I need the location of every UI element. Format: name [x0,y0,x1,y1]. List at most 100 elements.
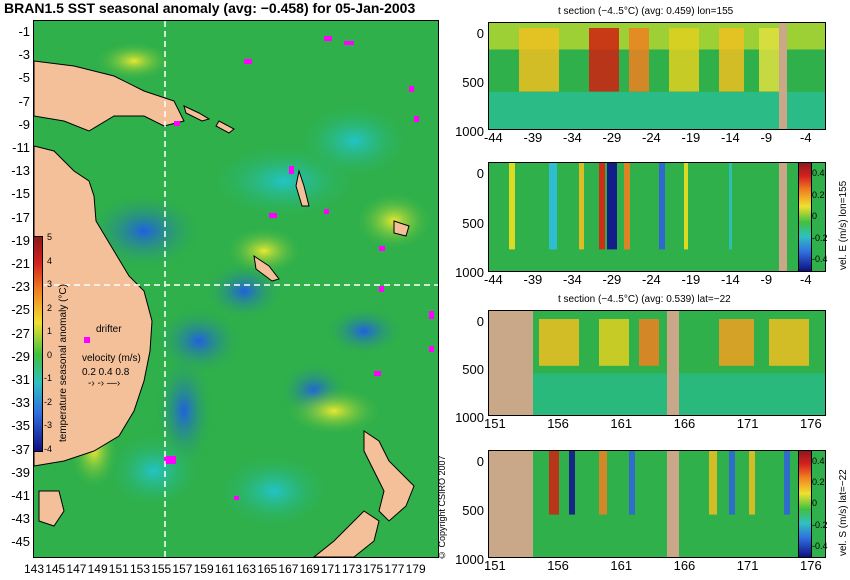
lon-tick-label: 177 [384,562,405,576]
section-band [599,163,605,250]
colorbar-tick-label: 1 [47,326,53,336]
section-title: t section (−4..5°C) (avg: 0.539) lat=−22 [558,294,731,305]
new-zealand-north [363,430,415,522]
colorbar-tick-label: -3 [44,420,53,430]
lon-tick-label: 161 [214,562,235,576]
new-caledonia [253,254,280,282]
colorbar-tick-label: -1 [44,373,53,383]
section-band [779,23,787,129]
anomaly-field [69,41,434,531]
section-colorbar-tick: 0.4 [812,456,825,466]
section-y-tick: 0 [476,314,484,329]
lat-tick-label: -25 [11,302,30,318]
section-x-tick: -29 [602,272,622,287]
section-band [489,91,825,129]
lat-tick-label: -31 [11,372,30,387]
section-band [779,163,787,271]
section-panel[interactable] [488,22,826,130]
lat-tick-label: -33 [11,395,30,411]
section-x-tick: -4 [800,272,812,287]
page-title: BRAN1.5 SST seasonal anomaly (avg: −0.45… [4,0,416,16]
lat-tick-label: -19 [11,232,30,248]
section-colorbar-tick: 0 [812,211,818,222]
new-guinea [34,60,185,132]
section-plot [489,451,825,557]
section-x-tick: 171 [736,416,759,431]
section-band [539,319,579,366]
lon-tick-label: 167 [278,562,299,576]
section-y-tick: 1000 [455,409,484,425]
colorbar-tick-label: -4 [44,443,53,454]
section-band [667,451,679,557]
section-band [659,163,665,250]
lon-tick-label: 155 [151,562,172,576]
lat-tick-label: -41 [11,488,30,503]
section-band [599,451,607,515]
lon-tick-label: 149 [87,562,108,576]
lat-tick-label: -43 [11,511,30,527]
lat-tick-label: -21 [11,256,30,271]
lat-tick-label: -13 [11,163,30,179]
section-x-tick: 166 [673,416,696,431]
section-band [759,28,779,92]
section-x-tick: -19 [681,272,701,287]
lat-tick-label: -5 [18,70,30,86]
drifter-legend-marker [84,337,90,342]
velocity-legend-label: velocity (m/s) [82,353,141,364]
section-band [667,311,679,415]
colorbar-tick-label: 0 [47,349,53,360]
lat-tick-label: -37 [11,441,30,457]
section-band [549,163,557,250]
lat-tick-label: -29 [11,348,30,364]
section-x-tick: -34 [563,272,582,287]
map-colorbar [33,236,43,452]
lon-tick-label: 165 [257,562,278,576]
lat-tick-label: -39 [11,464,30,480]
lon-tick-label: 157 [172,562,193,576]
section-y-tick: 500 [462,502,484,518]
vanuatu [295,169,310,207]
section-band [579,163,584,250]
section-panel[interactable] [488,162,826,272]
colorbar-tick-label: 5 [47,232,53,242]
section-band [489,163,825,271]
colorbar-tick-label: -2 [44,396,53,407]
section-x-tick: 156 [547,416,569,431]
section-band [729,451,735,515]
section-colorbar [798,450,812,558]
section-band [729,163,732,250]
section-x-tick: 161 [610,416,633,431]
section-x-tick: 161 [610,558,633,573]
section-y-tick: 0 [476,454,484,469]
colorbar-tick-label: 3 [47,279,53,289]
section-y-tick: 1000 [455,551,484,567]
section-x-tick: -24 [642,272,661,287]
section-y-tick: 0 [476,26,484,41]
lat-tick-label: -9 [18,116,30,132]
section-band [769,319,809,366]
section-band [599,319,629,366]
section-band [624,163,630,250]
section-title: t section (−4..5°C) (avg: 0.459) lon=155 [558,6,734,17]
section-band [784,451,790,515]
lat-tick-label: -1 [18,24,30,39]
section-x-tick: 171 [736,558,759,573]
drifter-legend-label: drifter [96,324,122,335]
new-zealand-south [313,510,380,557]
lon-tick-label: 163 [236,562,257,576]
lon-tick-label: 179 [405,562,426,576]
section-x-tick: 151 [484,558,506,573]
section-band [749,451,755,515]
section-x-tick: -4 [800,130,812,145]
section-panel[interactable] [488,450,826,558]
map-panel[interactable] [33,20,439,558]
section-y-tick: 0 [476,166,484,181]
lat-tick-label: -3 [18,47,30,63]
section-y-tick: 500 [462,361,484,377]
section-band [719,319,754,366]
section-panel[interactable] [488,310,826,416]
section-x-tick: -34 [563,130,582,145]
velocity-legend-arrows: ‐› ‐› ―› [88,378,121,389]
section-x-tick: -29 [602,130,622,145]
section-colorbar-tick: -0.2 [812,232,828,243]
